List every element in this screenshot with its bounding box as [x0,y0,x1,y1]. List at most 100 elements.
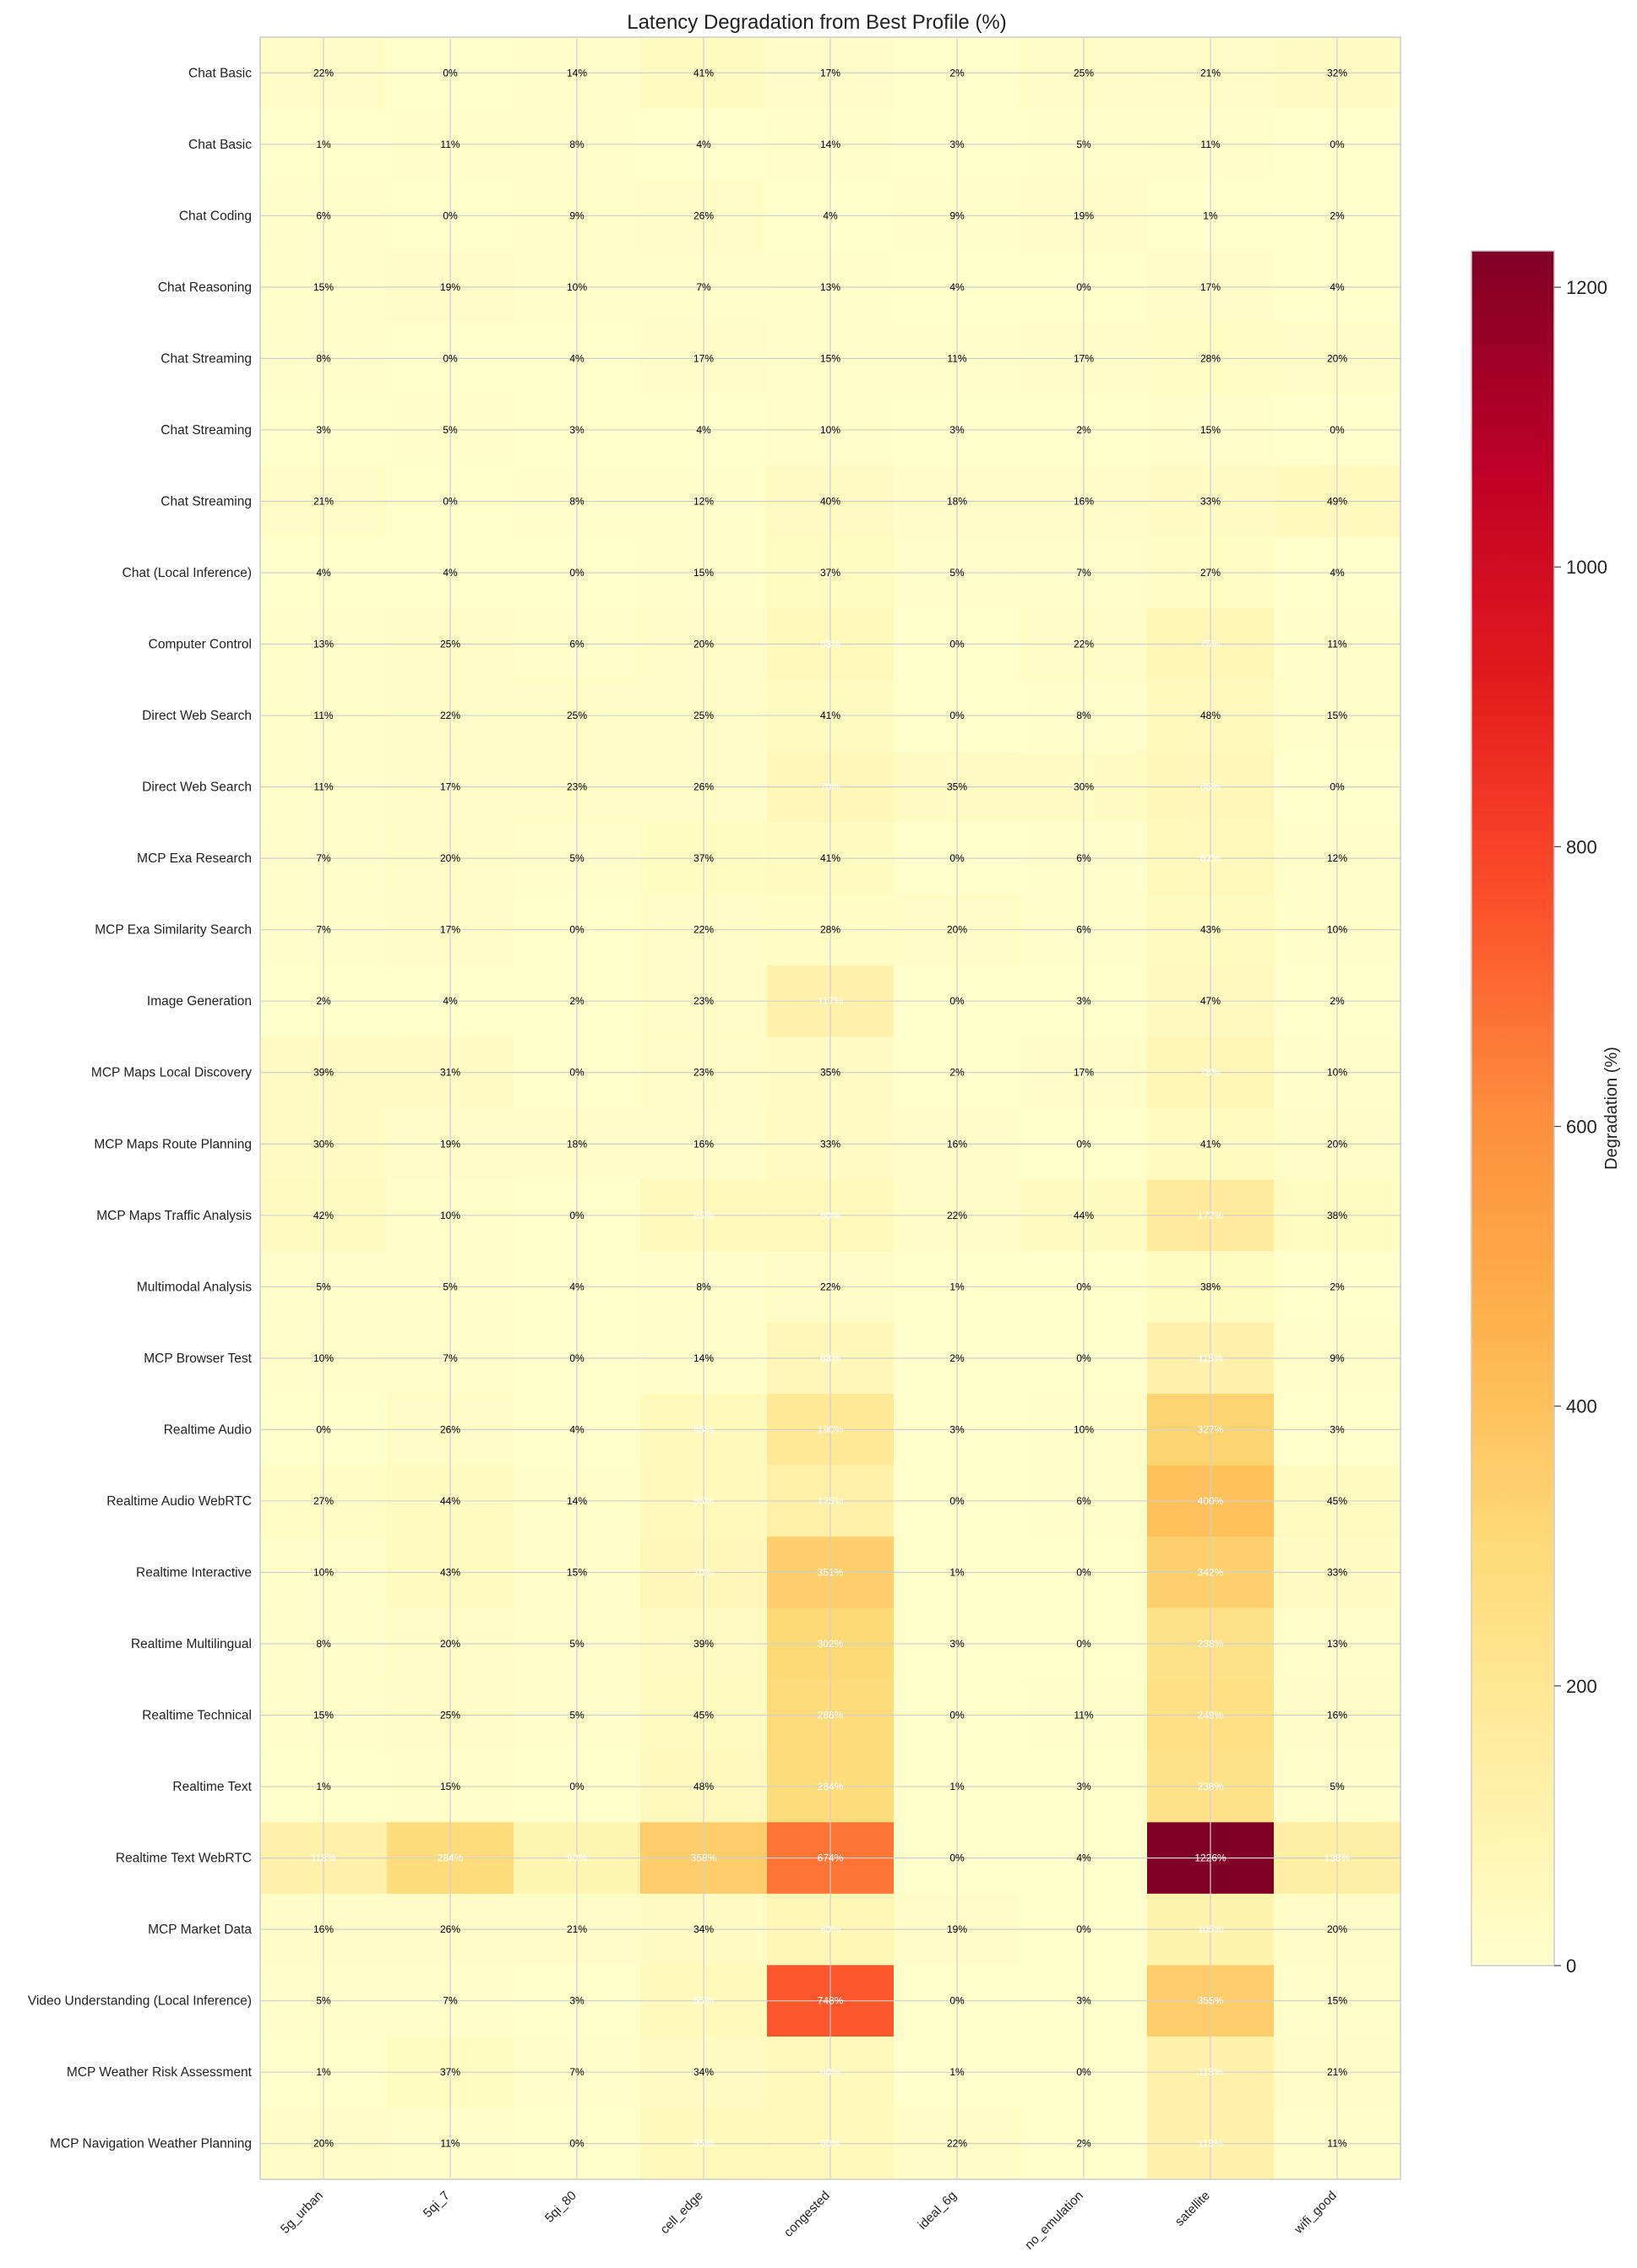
cell-label: 0% [1076,1638,1091,1650]
cell-label: 17% [440,781,460,793]
y-axis-labels: Chat Basic Chat Basic Chat Coding Chat Reas… [28,66,253,2151]
cell-label: 0% [949,1495,965,1507]
cell-label: 75% [1200,639,1221,650]
cell-label: 20% [1327,1923,1347,1935]
cell-label: 12% [1327,852,1347,864]
cell-label: 748% [818,1995,844,2007]
cell-label: 125% [818,1495,844,1507]
cell-label: 4% [949,281,965,293]
cell-label: 0% [949,1710,965,1721]
cell-label: 0% [569,1067,585,1079]
grid-lines [260,37,1400,2179]
cell-label: 30% [313,1138,334,1150]
cell-label: 0% [1076,1281,1091,1292]
cell-label: 4% [443,995,458,1007]
cell-label: 10% [1327,1067,1347,1079]
cell-label: 118% [1198,2066,1223,2078]
x-tick-label: 5qi_80 [542,2189,579,2226]
cell-label: 10% [1327,924,1347,936]
cell-label: 41% [820,710,840,721]
y-tick-label: Video Understanding (Local Inference) [28,1994,252,2009]
cell-label: 0% [1076,281,1091,293]
cell-label: 2% [1330,995,1345,1007]
cell-label: 48% [1200,710,1221,721]
cell-label: 37% [440,2066,460,2078]
cell-label: 11% [313,781,333,793]
colorbar-ticks: 0 200 400 600 800 1000 1200 [1554,277,1607,1977]
cell-label: 2% [949,1067,965,1079]
cell-label: 7% [1076,567,1091,579]
cell-label: 19% [440,1138,460,1150]
cell-label: 5% [569,1710,585,1721]
cell-label: 43% [440,1566,460,1578]
cell-label: 3% [569,424,585,436]
y-tick-label: Chat Basic [188,66,252,80]
cell-label: 5% [1330,1781,1345,1792]
cell-label: 9% [1330,1352,1345,1364]
y-tick-label: Realtime Text [172,1780,252,1794]
cell-label: 8% [1076,710,1091,721]
cell-label: 118% [1198,2138,1223,2150]
cell-label: 18% [947,495,967,507]
colorbar-tick-label: 0 [1566,1955,1576,1977]
cell-label: 39% [693,1638,714,1650]
cell-label: 0% [1330,781,1345,793]
cell-label: 1% [949,1281,965,1292]
cell-label: 14% [820,139,840,150]
cell-label: 0% [316,1423,331,1435]
cell-label: 0% [1076,1566,1091,1578]
cell-label: 21% [1200,67,1221,79]
cell-label: 0% [569,1352,585,1364]
cell-label: 37% [820,567,840,579]
cell-label: 33% [1327,1566,1347,1578]
cell-label: 7% [316,924,331,936]
y-tick-label: MCP Navigation Weather Planning [50,2137,252,2151]
cell-label: 14% [693,1352,714,1364]
cell-label: 358% [691,1852,717,1864]
cell-label: 6% [316,209,331,221]
cell-label: 0% [949,710,965,721]
cell-label: 0% [443,495,458,507]
cell-label: 10% [567,281,587,293]
y-tick-label: Realtime Technical [142,1709,252,1723]
cell-label: 3% [316,424,331,436]
cell-label: 27% [1200,567,1221,579]
cell-label: 3% [949,1638,965,1650]
cell-label: 15% [1327,1995,1347,2007]
cell-label: 4% [569,1281,585,1292]
x-tick-label: ideal_6g [916,2189,960,2233]
cell-label: 286% [818,1710,844,1721]
cell-label: 45% [1327,1495,1347,1507]
cell-label: 3% [569,1995,585,2007]
cell-label: 1% [949,2066,965,2078]
cell-label: 2% [1076,424,1091,436]
y-tick-label: Computer Control [149,638,252,652]
cell-label: 22% [947,2138,967,2150]
cell-label: 1% [949,1781,965,1792]
cell-label: 6% [1076,852,1091,864]
y-tick-label: Chat (Local Inference) [122,566,252,580]
cell-label: 26% [440,1423,460,1435]
cell-label: 60% [820,2066,840,2078]
cell-label: 21% [567,1923,587,1935]
cell-label: 4% [443,567,458,579]
cell-label: 0% [569,1781,585,1792]
cell-label: 0% [1076,2066,1091,2078]
cell-label: 55% [693,1210,714,1221]
cell-label: 2% [1330,1281,1345,1292]
cell-label: 8% [569,495,585,507]
cell-label: 2% [316,995,331,1007]
cell-label: 19% [1074,209,1094,221]
cell-label: 11% [947,352,966,364]
y-tick-label: Realtime Audio [164,1422,252,1437]
cell-label: 0% [949,852,965,864]
y-tick-label: Realtime Interactive [136,1565,252,1580]
cell-label: 4% [823,209,838,221]
cell-label: 16% [313,1923,334,1935]
cell-label: 2% [949,1352,965,1364]
cell-label: 49% [1327,495,1347,507]
cell-label: 1% [1203,209,1218,221]
cell-label: 5% [443,424,458,436]
cell-label: 351% [818,1566,844,1578]
cell-label: 38% [1327,1210,1347,1221]
